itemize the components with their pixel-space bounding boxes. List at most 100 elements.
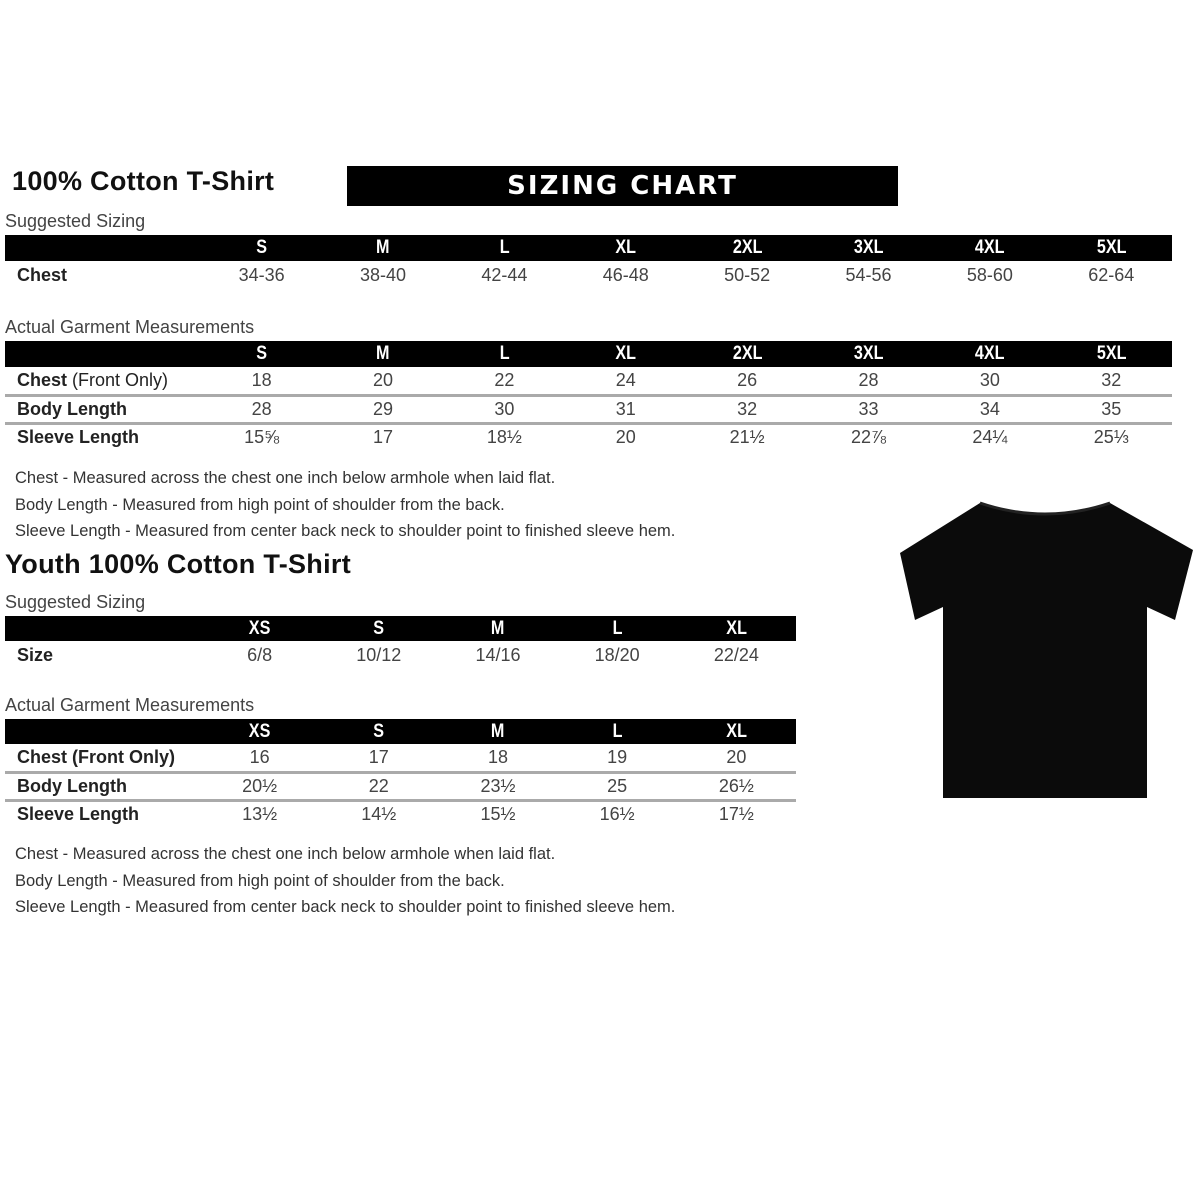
- size-header: XL: [685, 719, 788, 744]
- size-header: XS: [208, 616, 311, 641]
- cell-value: 17: [373, 427, 394, 448]
- size-header-row: S M L XL 2XL 3XL 4XL 5XL: [5, 235, 1172, 261]
- size-header: M: [331, 235, 435, 261]
- cell-value: 22: [443, 367, 566, 397]
- table-row: Sleeve Length 15⅝ 17 18½ 20 21½ 22⅞ 24¼ 25⅓: [5, 423, 1172, 451]
- cell-value: 38-40: [360, 264, 407, 285]
- note-body-length: Body Length - Measured from high point o…: [15, 495, 505, 514]
- size-header: 5XL: [1059, 235, 1163, 261]
- size-header: 5XL: [1059, 341, 1163, 367]
- row-label-text: Size: [17, 644, 54, 665]
- cell-value: 62-64: [1088, 264, 1135, 285]
- row-label-suffix: (Front Only): [67, 369, 169, 390]
- cell-value: 22/24: [713, 644, 759, 665]
- cell-value: 20: [676, 744, 796, 774]
- cell-value: 17½: [718, 804, 754, 825]
- row-label: Body Length: [5, 395, 201, 425]
- cell-value: 30: [929, 367, 1051, 397]
- table-row: Size 6/8 10/12 14/16 18/20 22/24: [5, 641, 796, 669]
- size-header-row: XS S M L XL: [5, 616, 796, 641]
- table-row: Chest (Front Only) 18 20 22 24 26 28 30 32: [5, 367, 1172, 397]
- note-sleeve-length: Sleeve Length - Measured from center bac…: [15, 522, 676, 540]
- table-row: Body Length 20½ 22 23½ 25 26½: [5, 772, 796, 802]
- cell-value: 26½: [676, 772, 796, 802]
- cell-value: 54-56: [845, 264, 892, 285]
- size-header: S: [328, 719, 430, 744]
- size-header: 2XL: [695, 341, 799, 367]
- row-label: Size: [5, 641, 200, 669]
- youth-notes: Chest - Measured across the chest one in…: [15, 841, 675, 921]
- cell-value: 34-36: [238, 264, 285, 285]
- cell-value: 20: [615, 427, 636, 448]
- size-header: 2XL: [695, 235, 799, 261]
- header-blank: [19, 341, 187, 367]
- cell-value: 10/12: [356, 644, 402, 665]
- cell-value: 18: [201, 367, 323, 397]
- row-label-text: Chest: [17, 369, 68, 390]
- youth-suggested-table: XS S M L XL Size 6/8 10/12 14/16 18/20 22/24: [5, 616, 796, 669]
- size-header: M: [447, 719, 549, 744]
- cell-value: 18: [438, 744, 558, 774]
- cell-value: 14/16: [475, 644, 521, 665]
- cell-value: 25: [557, 772, 677, 802]
- cell-value: 16: [200, 744, 320, 774]
- youth-title: Youth 100% Cotton T-Shirt: [5, 549, 351, 579]
- adult-suggested-table: S M L XL 2XL 3XL 4XL 5XL Chest 34-36 38-40 42-44 46-…: [5, 235, 1172, 289]
- size-header: M: [447, 616, 549, 641]
- size-header: S: [210, 235, 314, 261]
- sizing-chart-banner: SIZING CHART: [347, 166, 898, 206]
- cell-value: 18½: [486, 427, 522, 448]
- adult-notes: Chest - Measured across the chest one in…: [15, 465, 675, 545]
- size-header: L: [566, 719, 668, 744]
- size-header: L: [452, 341, 557, 367]
- row-label-text: Chest (Front Only): [17, 746, 175, 767]
- row-label: Sleeve Length: [5, 423, 201, 451]
- row-label-text: Body Length: [17, 775, 127, 796]
- note-chest: Chest - Measured across the chest one in…: [15, 845, 556, 863]
- cell-value: 15⅝: [244, 427, 280, 448]
- size-header: 3XL: [816, 235, 921, 261]
- cell-value: 25⅓: [1093, 427, 1129, 448]
- cell-value: 20½: [200, 772, 320, 802]
- size-header: L: [452, 235, 557, 261]
- cell-value: 15½: [480, 804, 516, 825]
- row-label-text: Sleeve Length: [17, 804, 140, 825]
- cell-value: 28: [201, 395, 323, 425]
- cell-value: 46-48: [602, 264, 649, 285]
- cell-value: 30: [443, 395, 566, 425]
- cell-value: 42-44: [481, 264, 528, 285]
- row-label-text: Chest: [17, 264, 68, 285]
- size-header: M: [331, 341, 435, 367]
- adult-actual-label: Actual Garment Measurements: [5, 317, 255, 337]
- table-row: Chest 34-36 38-40 42-44 46-48 50-52 54-56 58-60…: [5, 261, 1172, 289]
- size-header: XL: [574, 235, 678, 261]
- table-row: Chest (Front Only) 16 17 18 19 20: [5, 744, 796, 774]
- cell-value: 34: [929, 395, 1051, 425]
- cell-value: 21½: [729, 427, 765, 448]
- size-header-row: S M L XL 2XL 3XL 4XL 5XL: [5, 341, 1172, 367]
- cell-value: 29: [322, 395, 444, 425]
- adult-title: 100% Cotton T-Shirt: [12, 166, 275, 196]
- tshirt-icon: [900, 501, 1193, 798]
- note-body-length: Body Length - Measured from high point o…: [15, 871, 505, 890]
- cell-value: 28: [807, 367, 930, 397]
- cell-value: 50-52: [724, 264, 771, 285]
- cell-value: 35: [1050, 395, 1172, 425]
- cell-value: 24: [565, 367, 687, 397]
- cell-value: 13½: [242, 804, 278, 825]
- adult-actual-table: S M L XL 2XL 3XL 4XL 5XL Chest (Front Only) 18 20 2…: [5, 341, 1172, 451]
- size-header: XL: [574, 341, 678, 367]
- cell-value: 23½: [438, 772, 558, 802]
- row-label: Sleeve Length: [5, 800, 200, 828]
- size-header: 4XL: [938, 235, 1042, 261]
- note-sleeve-length: Sleeve Length - Measured from center bac…: [15, 898, 676, 916]
- row-label: Chest (Front Only): [5, 367, 201, 397]
- cell-value: 19: [557, 744, 677, 774]
- cell-value: 14½: [361, 804, 397, 825]
- cell-value: 16½: [599, 804, 635, 825]
- adult-suggested-label: Suggested Sizing: [5, 211, 146, 231]
- row-label-text: Body Length: [17, 398, 127, 419]
- row-label: Chest: [5, 261, 201, 289]
- size-header-row: XS S M L XL: [5, 719, 796, 744]
- cell-value: 17: [319, 744, 439, 774]
